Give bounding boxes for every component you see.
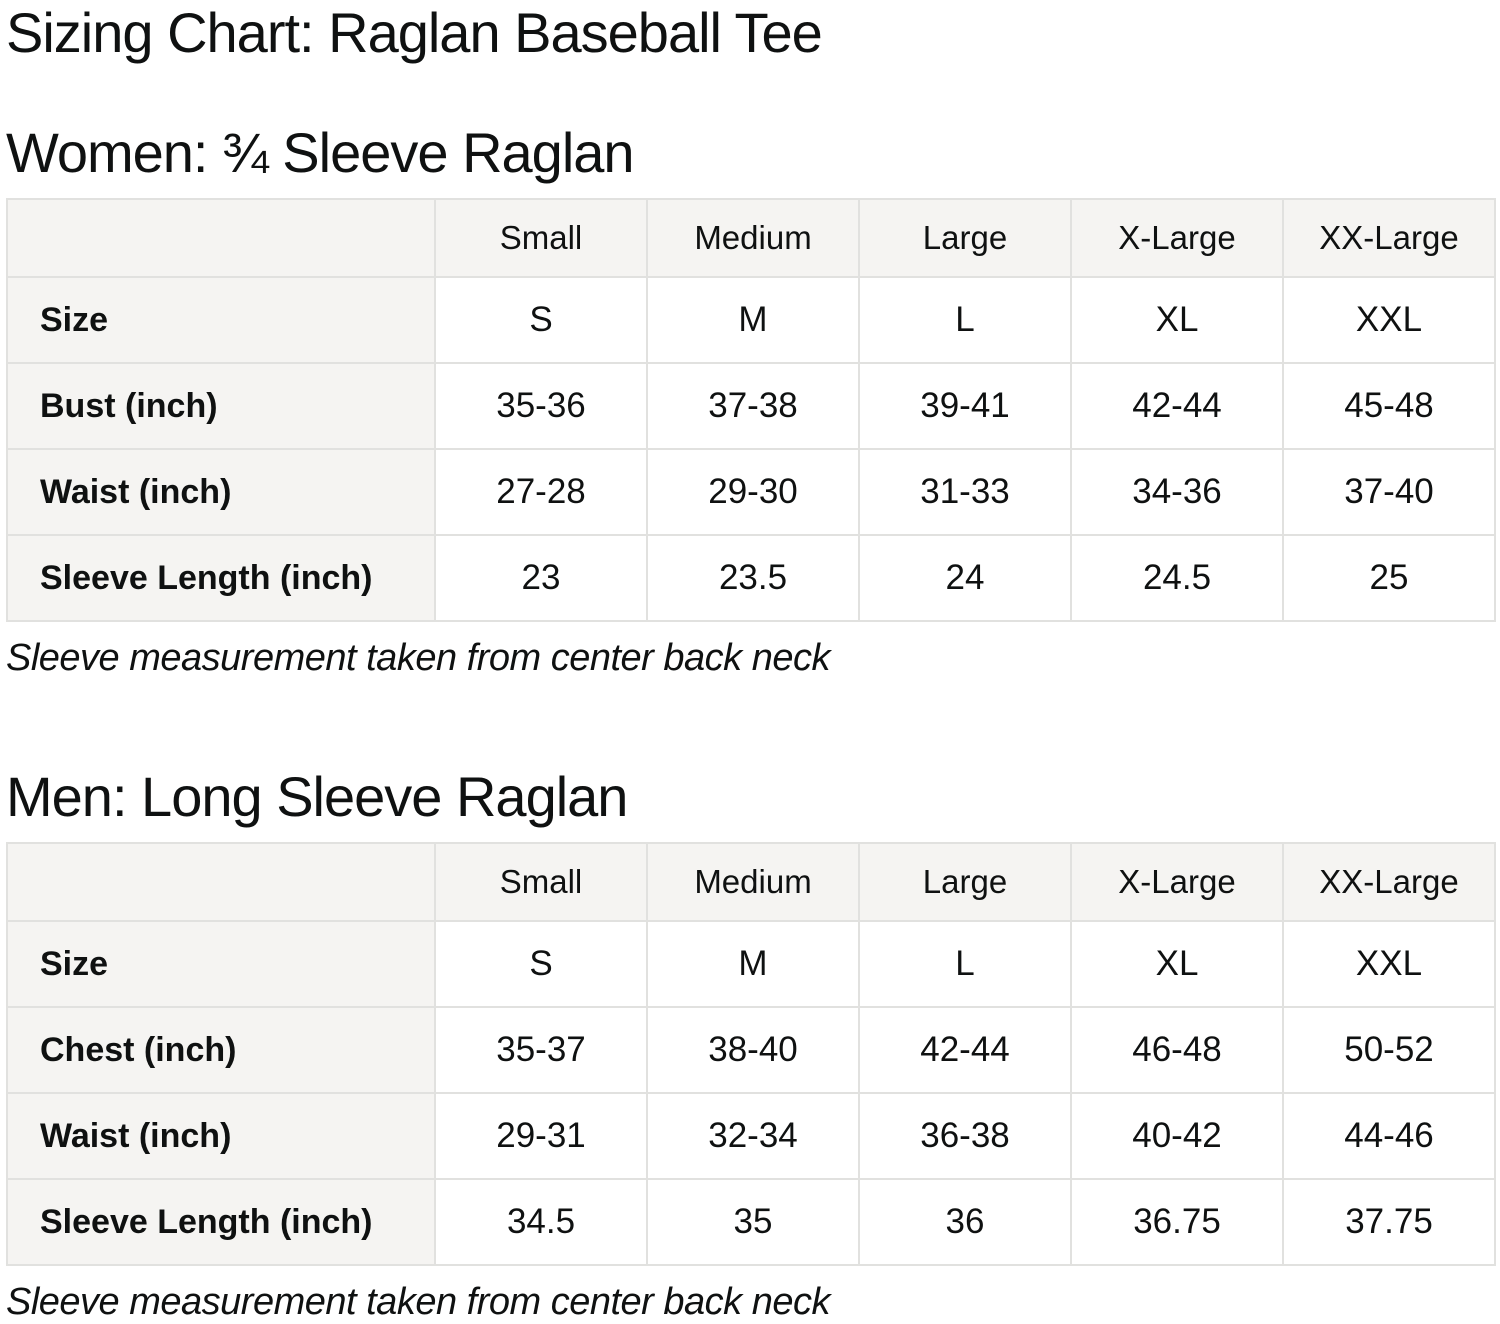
value-cell: 37.75 bbox=[1282, 1178, 1496, 1266]
value-cell: 40-42 bbox=[1070, 1092, 1284, 1180]
value-cell: 45-48 bbox=[1282, 362, 1496, 450]
value-cell: 24 bbox=[858, 534, 1072, 622]
value-cell: 42-44 bbox=[1070, 362, 1284, 450]
value-cell: 35-36 bbox=[434, 362, 648, 450]
value-cell: XXL bbox=[1282, 920, 1496, 1008]
women-table-footnote: Sleeve measurement taken from center bac… bbox=[6, 637, 830, 679]
column-header-medium: Medium bbox=[646, 842, 860, 922]
value-cell: 38-40 bbox=[646, 1006, 860, 1094]
value-cell: 29-31 bbox=[434, 1092, 648, 1180]
value-cell: S bbox=[434, 276, 648, 364]
table-header-row: Small Medium Large X-Large XX-Large bbox=[6, 842, 1496, 922]
value-cell: 37-40 bbox=[1282, 448, 1496, 536]
value-cell: 42-44 bbox=[858, 1006, 1072, 1094]
value-cell: M bbox=[646, 920, 860, 1008]
column-header-xlarge: X-Large bbox=[1070, 842, 1284, 922]
row-label: Waist (inch) bbox=[6, 1092, 436, 1180]
value-cell: 44-46 bbox=[1282, 1092, 1496, 1180]
table-row-size: Size S M L XL XXL bbox=[6, 276, 1496, 364]
column-header-xlarge: X-Large bbox=[1070, 198, 1284, 278]
value-cell: 31-33 bbox=[858, 448, 1072, 536]
value-cell: 35 bbox=[646, 1178, 860, 1266]
row-label: Size bbox=[6, 920, 436, 1008]
value-cell: 32-34 bbox=[646, 1092, 860, 1180]
women-sizing-table: Small Medium Large X-Large XX-Large Size… bbox=[6, 198, 1496, 622]
column-header-blank bbox=[6, 842, 436, 922]
value-cell: XXL bbox=[1282, 276, 1496, 364]
section-heading-women: Women: ¾ Sleeve Raglan bbox=[6, 121, 635, 184]
value-cell: S bbox=[434, 920, 648, 1008]
table-row-waist: Waist (inch) 29-31 32-34 36-38 40-42 44-… bbox=[6, 1092, 1496, 1180]
table-row-size: Size S M L XL XXL bbox=[6, 920, 1496, 1008]
section-heading-men: Men: Long Sleeve Raglan bbox=[6, 765, 628, 828]
table-row-waist: Waist (inch) 27-28 29-30 31-33 34-36 37-… bbox=[6, 448, 1496, 536]
value-cell: 37-38 bbox=[646, 362, 860, 450]
row-label: Sleeve Length (inch) bbox=[6, 1178, 436, 1266]
value-cell: 36-38 bbox=[858, 1092, 1072, 1180]
table-row-bust: Bust (inch) 35-36 37-38 39-41 42-44 45-4… bbox=[6, 362, 1496, 450]
value-cell: 39-41 bbox=[858, 362, 1072, 450]
table-row-sleeve-length: Sleeve Length (inch) 34.5 35 36 36.75 37… bbox=[6, 1178, 1496, 1266]
value-cell: 24.5 bbox=[1070, 534, 1284, 622]
value-cell: 50-52 bbox=[1282, 1006, 1496, 1094]
men-sizing-table: Small Medium Large X-Large XX-Large Size… bbox=[6, 842, 1496, 1266]
value-cell: 34.5 bbox=[434, 1178, 648, 1266]
value-cell: 35-37 bbox=[434, 1006, 648, 1094]
value-cell: 29-30 bbox=[646, 448, 860, 536]
column-header-xxlarge: XX-Large bbox=[1282, 842, 1496, 922]
column-header-small: Small bbox=[434, 842, 648, 922]
men-table-footnote: Sleeve measurement taken from center bac… bbox=[6, 1281, 830, 1323]
row-label: Sleeve Length (inch) bbox=[6, 534, 436, 622]
value-cell: 23 bbox=[434, 534, 648, 622]
value-cell: XL bbox=[1070, 920, 1284, 1008]
value-cell: 36.75 bbox=[1070, 1178, 1284, 1266]
row-label: Bust (inch) bbox=[6, 362, 436, 450]
column-header-small: Small bbox=[434, 198, 648, 278]
row-label: Chest (inch) bbox=[6, 1006, 436, 1094]
value-cell: 27-28 bbox=[434, 448, 648, 536]
column-header-large: Large bbox=[858, 198, 1072, 278]
row-label: Waist (inch) bbox=[6, 448, 436, 536]
column-header-blank bbox=[6, 198, 436, 278]
value-cell: L bbox=[858, 276, 1072, 364]
value-cell: 23.5 bbox=[646, 534, 860, 622]
table-row-chest: Chest (inch) 35-37 38-40 42-44 46-48 50-… bbox=[6, 1006, 1496, 1094]
value-cell: 34-36 bbox=[1070, 448, 1284, 536]
table-header-row: Small Medium Large X-Large XX-Large bbox=[6, 198, 1496, 278]
value-cell: 46-48 bbox=[1070, 1006, 1284, 1094]
value-cell: 36 bbox=[858, 1178, 1072, 1266]
value-cell: XL bbox=[1070, 276, 1284, 364]
column-header-large: Large bbox=[858, 842, 1072, 922]
page: Sizing Chart: Raglan Baseball Tee Women:… bbox=[0, 4, 1500, 1324]
value-cell: L bbox=[858, 920, 1072, 1008]
row-label: Size bbox=[6, 276, 436, 364]
value-cell: 25 bbox=[1282, 534, 1496, 622]
page-title: Sizing Chart: Raglan Baseball Tee bbox=[6, 1, 823, 64]
column-header-medium: Medium bbox=[646, 198, 860, 278]
table-row-sleeve-length: Sleeve Length (inch) 23 23.5 24 24.5 25 bbox=[6, 534, 1496, 622]
value-cell: M bbox=[646, 276, 860, 364]
column-header-xxlarge: XX-Large bbox=[1282, 198, 1496, 278]
